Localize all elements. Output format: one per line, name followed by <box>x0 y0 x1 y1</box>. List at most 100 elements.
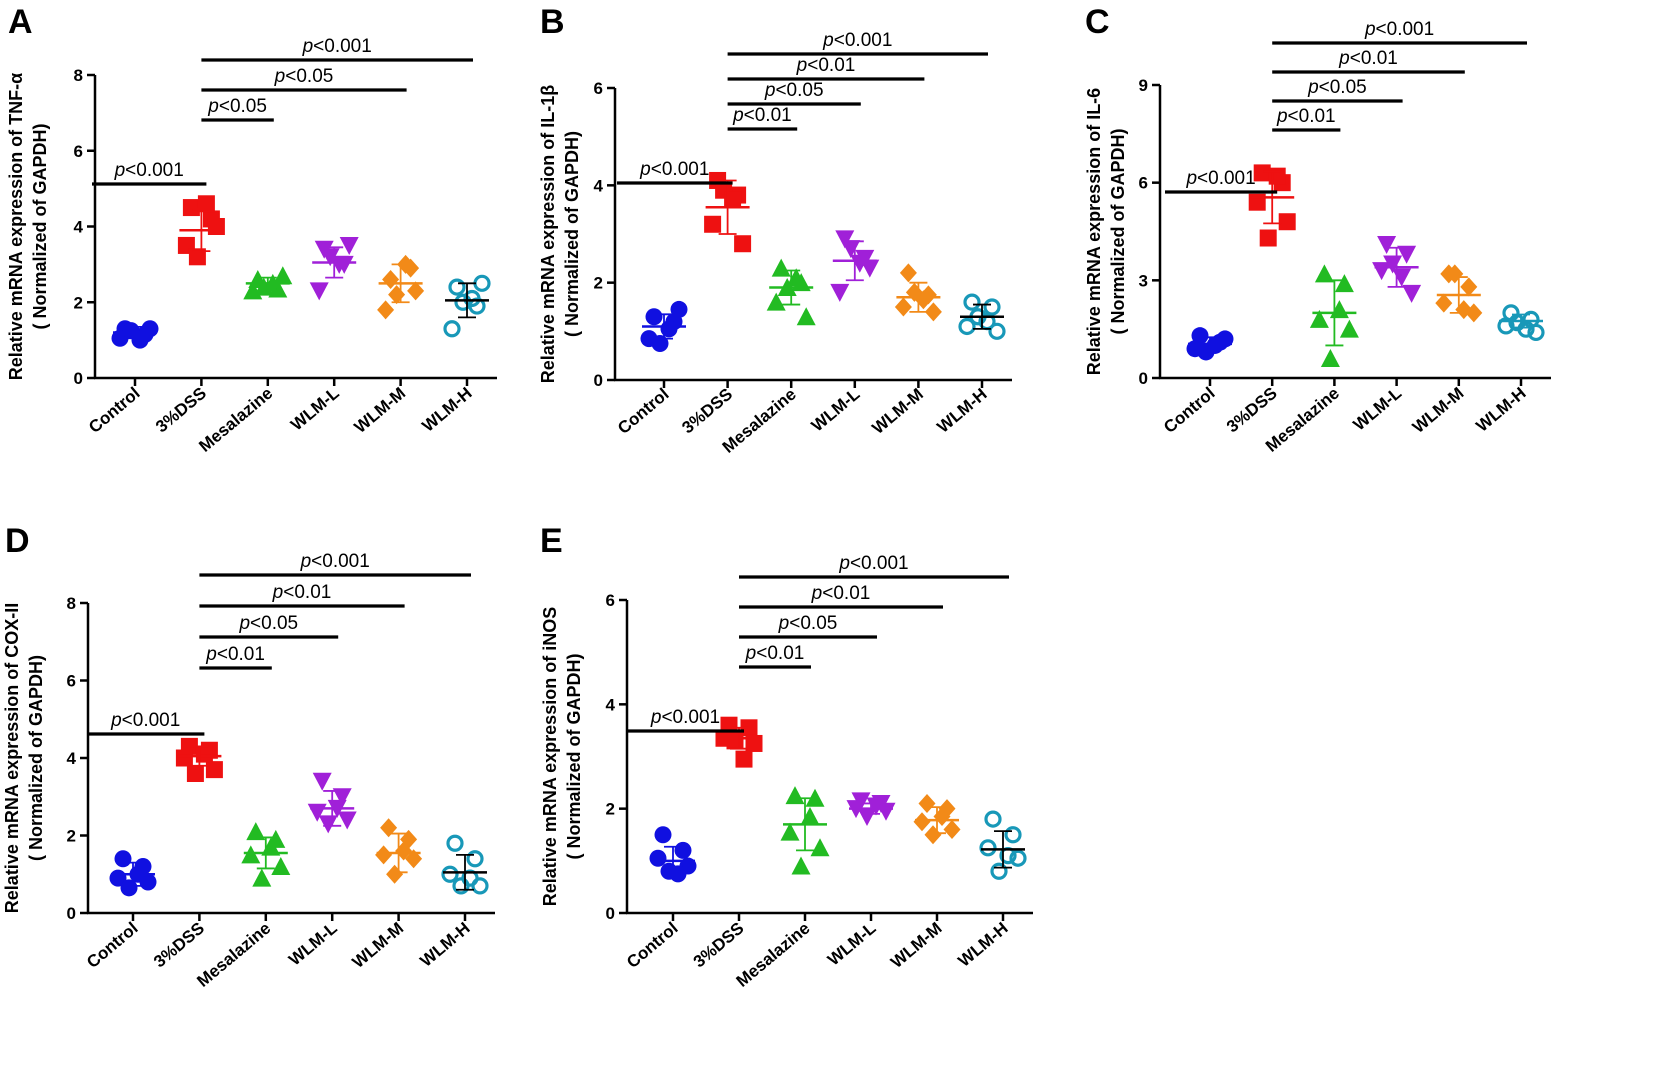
x-tick-label: WLM-L <box>285 919 341 970</box>
y-axis-label: Relative mRNA expression of iNOS <box>540 607 560 906</box>
series-wlm-l <box>1372 236 1422 303</box>
significance-label: p<0.05 <box>1307 77 1367 98</box>
x-tick-label: Control <box>85 384 144 437</box>
data-point <box>1402 284 1422 303</box>
data-point <box>195 745 213 763</box>
y-tick-label: 6 <box>67 672 76 691</box>
data-point <box>674 841 692 859</box>
data-point <box>318 815 338 834</box>
y-tick-label: 2 <box>594 274 603 293</box>
series-control <box>109 850 157 897</box>
data-point <box>241 845 261 864</box>
data-point <box>766 292 786 311</box>
data-point <box>918 793 936 813</box>
x-tick-label: WLM-M <box>1409 384 1467 437</box>
data-point <box>924 825 942 845</box>
y-axis-label: Relative mRNA expression of IL-1β <box>538 85 558 383</box>
data-point <box>866 797 886 816</box>
y-tick-label: 8 <box>67 594 76 613</box>
data-point <box>796 307 816 326</box>
x-tick-label: Mesalazine <box>193 919 274 991</box>
data-point <box>894 297 912 317</box>
data-point <box>830 283 850 302</box>
series-control <box>649 826 697 883</box>
data-point <box>984 810 1002 828</box>
series-wlm-m <box>1435 264 1483 323</box>
data-point <box>339 236 359 255</box>
data-point <box>1259 229 1277 247</box>
chart-panel-c: C 0 3 6 9 Relative mRNA expression of IL-6( N… <box>1084 3 1551 456</box>
significance-label: p<0.001 <box>650 707 720 728</box>
data-point <box>983 298 1001 316</box>
series-3-dss <box>1248 164 1296 247</box>
significance-label: p<0.001 <box>639 159 709 180</box>
data-point <box>207 218 225 235</box>
significance-label: p<0.05 <box>764 80 824 101</box>
y-tick-label: 0 <box>606 904 615 923</box>
data-point <box>704 215 722 233</box>
data-point <box>197 195 215 213</box>
data-point <box>669 865 687 883</box>
series-3-dss <box>704 171 752 253</box>
panel-label: D <box>5 522 30 560</box>
significance-label: p<0.01 <box>1276 106 1336 127</box>
data-point <box>988 322 1006 340</box>
y-tick-label: 2 <box>74 293 83 312</box>
data-point <box>651 335 669 352</box>
data-point <box>800 806 820 825</box>
data-point <box>441 865 459 883</box>
x-tick-label: WLM-L <box>824 919 880 970</box>
y-tick-label: 4 <box>67 749 77 768</box>
data-point <box>963 293 981 311</box>
panel-label: E <box>540 522 563 560</box>
significance-label: p<0.001 <box>114 160 184 181</box>
data-point <box>1314 264 1334 283</box>
series-control <box>1186 327 1234 361</box>
x-tick-label: WLM-H <box>417 919 474 971</box>
y-tick-label: 6 <box>1139 174 1148 193</box>
y-tick-label: 6 <box>594 79 603 98</box>
x-tick-label: WLM-M <box>868 385 926 438</box>
series-wlm-h <box>1497 304 1545 342</box>
chart-panel-a: A 0 2 4 6 8 Relative mRNA expression of TNF-α(… <box>6 3 497 456</box>
data-point <box>273 266 293 285</box>
data-point <box>734 235 752 253</box>
significance-label: p<0.01 <box>732 105 792 126</box>
y-tick-label: 4 <box>606 695 616 714</box>
series-wlm-h <box>443 274 491 338</box>
x-tick-label: Mesalazine <box>195 384 276 456</box>
y-axis-label: Relative mRNA expression of TNF-α <box>6 73 26 380</box>
data-point <box>660 320 678 338</box>
data-point <box>1397 245 1417 264</box>
data-point <box>805 788 825 807</box>
chart-panel-b: B 0 2 4 6 Relative mRNA expression of IL-1β( … <box>538 3 1012 457</box>
x-tick-label: 3%DSS <box>678 385 736 438</box>
data-point <box>726 732 744 750</box>
significance-label: p<0.001 <box>300 551 370 572</box>
panel-label: A <box>8 3 33 41</box>
series-wlm-m <box>913 793 961 845</box>
data-point <box>924 302 942 322</box>
data-point <box>380 818 398 838</box>
y-tick-label: 0 <box>67 904 76 923</box>
series-mesalazine <box>241 822 291 887</box>
data-point <box>407 281 425 301</box>
data-point <box>771 258 791 277</box>
series-wlm-m <box>375 818 423 884</box>
data-point <box>835 230 855 249</box>
x-tick-label: WLM-M <box>887 919 945 972</box>
significance-label: p<0.001 <box>110 710 180 731</box>
data-point <box>1278 213 1296 231</box>
x-tick-label: WLM-H <box>955 919 1012 971</box>
significance-label: p<0.01 <box>1338 48 1398 69</box>
x-tick-label: Mesalazine <box>733 919 814 991</box>
y-tick-label: 4 <box>74 218 84 237</box>
y-axis-label: Relative mRNA expression of COX-II <box>2 603 22 913</box>
data-point <box>246 822 266 841</box>
series-wlm-h <box>958 293 1006 340</box>
y-tick-label: 2 <box>606 800 615 819</box>
data-point <box>466 850 484 868</box>
data-point <box>1004 826 1022 844</box>
data-point <box>1309 309 1329 328</box>
y-axis-label-normalization: ( Normalized of GAPDH) <box>1108 128 1128 334</box>
